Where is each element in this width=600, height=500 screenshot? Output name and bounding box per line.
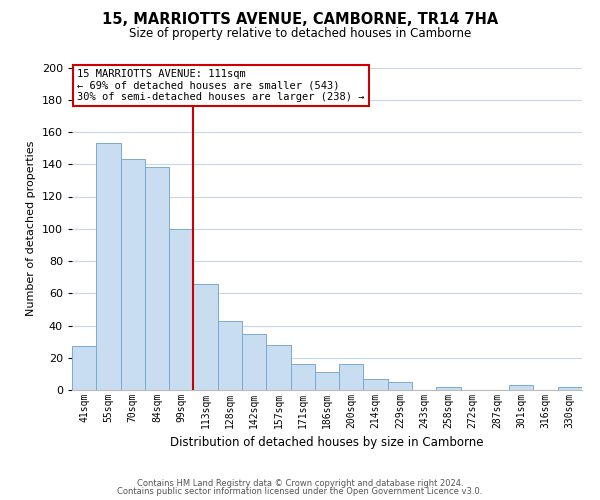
Bar (388, 382, 412, 390)
Bar (145, 168, 169, 390)
Y-axis label: Number of detached properties: Number of detached properties (26, 141, 36, 316)
Text: Size of property relative to detached houses in Camborne: Size of property relative to detached ho… (129, 28, 471, 40)
Text: Contains HM Land Registry data © Crown copyright and database right 2024.: Contains HM Land Registry data © Crown c… (137, 478, 463, 488)
Bar (266, 345, 290, 390)
Bar (242, 334, 266, 390)
Bar (218, 320, 242, 390)
Bar (193, 284, 218, 390)
Bar (364, 378, 388, 390)
Bar (121, 160, 145, 390)
Text: 15, MARRIOTTS AVENUE, CAMBORNE, TR14 7HA: 15, MARRIOTTS AVENUE, CAMBORNE, TR14 7HA (102, 12, 498, 28)
Bar (558, 387, 582, 390)
X-axis label: Distribution of detached houses by size in Camborne: Distribution of detached houses by size … (170, 436, 484, 450)
Bar (339, 364, 364, 390)
Bar (72, 346, 96, 390)
Bar (509, 385, 533, 390)
Text: 15 MARRIOTTS AVENUE: 111sqm
← 69% of detached houses are smaller (543)
30% of se: 15 MARRIOTTS AVENUE: 111sqm ← 69% of det… (77, 69, 365, 102)
Bar (290, 364, 315, 390)
Bar (96, 144, 121, 390)
Bar (315, 372, 339, 390)
Bar (436, 387, 461, 390)
Text: Contains public sector information licensed under the Open Government Licence v3: Contains public sector information licen… (118, 487, 482, 496)
Bar (169, 229, 193, 390)
